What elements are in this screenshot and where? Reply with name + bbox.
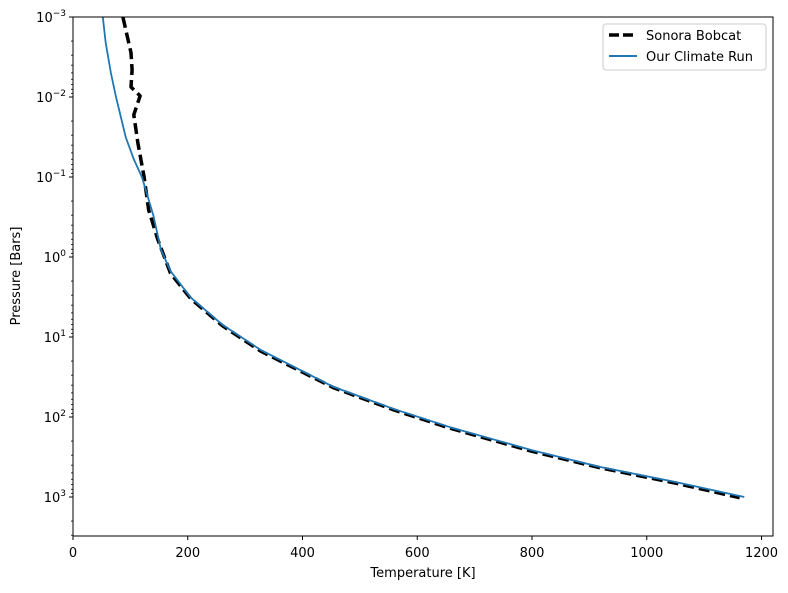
x-tick-label: 1000 bbox=[630, 546, 663, 561]
plot-frame bbox=[72, 16, 774, 537]
x-tick-label: 200 bbox=[175, 546, 200, 561]
y-tick-label: 103 bbox=[44, 489, 66, 506]
series-line-our-climate-run bbox=[101, 16, 745, 498]
y-tick-label: 10−1 bbox=[36, 169, 66, 186]
axis-ticks: 0 200 400 600 800 1000 1200 10−3 10−2 10−1 100 101 1… bbox=[36, 9, 778, 561]
x-tick-label: 600 bbox=[405, 546, 430, 561]
y-tick-label: 101 bbox=[44, 329, 66, 346]
series-group bbox=[101, 16, 745, 500]
y-tick-label: 10−3 bbox=[36, 9, 66, 26]
legend-label-sonora-bobcat: Sonora Bobcat bbox=[646, 29, 741, 44]
x-tick-label: 0 bbox=[69, 546, 77, 561]
x-tick-label: 1200 bbox=[745, 546, 778, 561]
legend: Sonora Bobcat Our Climate Run bbox=[602, 23, 767, 71]
y-tick-label: 10−2 bbox=[36, 89, 66, 106]
legend-label-our-climate-run: Our Climate Run bbox=[646, 50, 753, 65]
series-line-sonora-bobcat bbox=[121, 16, 741, 500]
x-tick-label: 800 bbox=[520, 546, 545, 561]
x-axis-label: Temperature [K] bbox=[369, 566, 475, 581]
y-axis-label: Pressure [Bars] bbox=[9, 227, 24, 326]
y-tick-label: 102 bbox=[44, 409, 66, 426]
y-tick-label: 100 bbox=[44, 249, 67, 266]
x-tick-label: 400 bbox=[290, 546, 315, 561]
legend-box bbox=[602, 23, 767, 71]
